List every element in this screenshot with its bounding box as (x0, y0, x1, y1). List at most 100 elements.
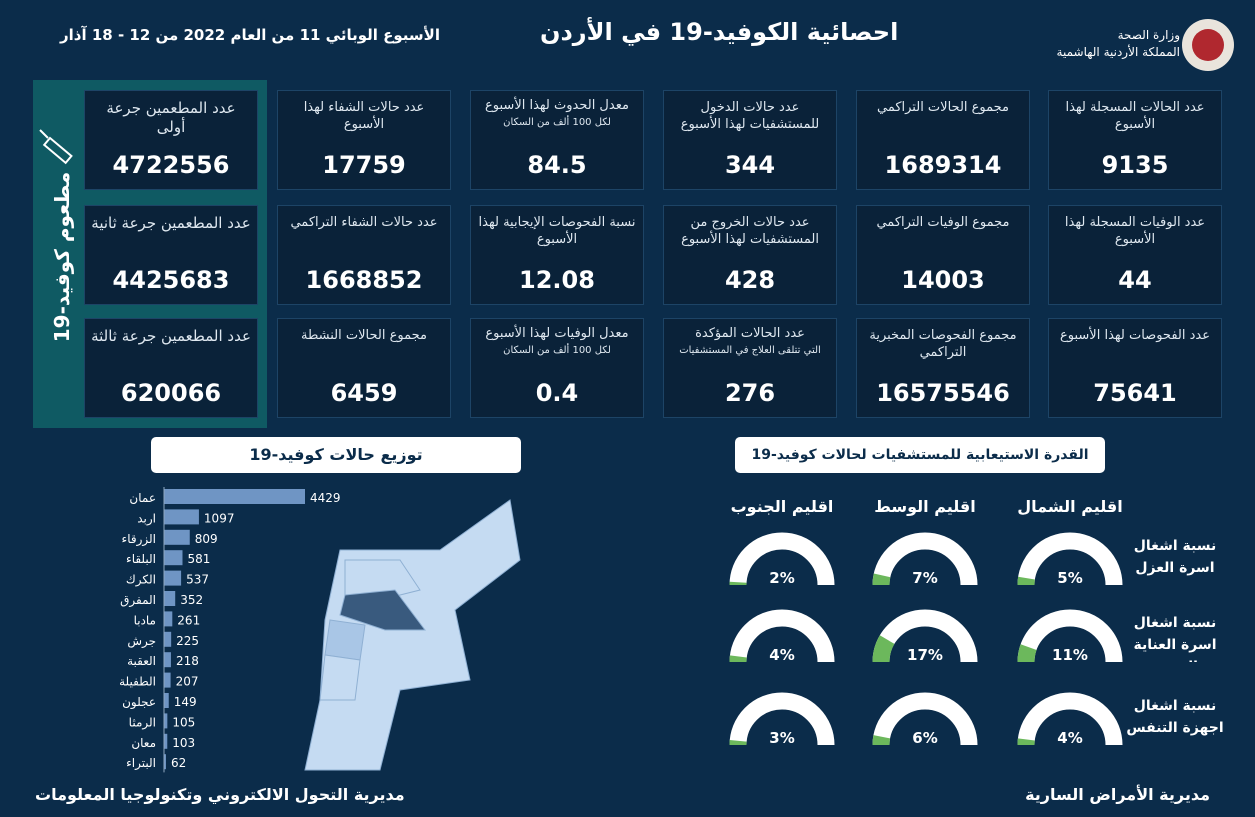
stat-value: 12.08 (519, 266, 595, 294)
map (304, 499, 521, 771)
stat-value: 1689314 (884, 151, 1002, 179)
category-label: البتراء (126, 756, 156, 771)
category-label: عجلون (122, 695, 156, 710)
stat-value: 9135 (1101, 151, 1169, 179)
gauge-fill (1017, 644, 1037, 663)
footer-left: مديرية التحول الالكتروني وتكنولوجيا المع… (35, 785, 405, 804)
bar (164, 489, 305, 504)
gauge-fill (872, 635, 895, 663)
gauge-track (1017, 692, 1123, 746)
value-label: 581 (187, 552, 210, 566)
category-label: الكرك (126, 573, 156, 588)
stat-value: 276 (724, 379, 776, 407)
stat-label: نسبة الفحوصات الإيجابية لهذا الأسبوع (478, 215, 636, 247)
gauge-fill (1017, 576, 1035, 586)
stat-card: عدد حالات الشفاء لهذا الأسبوع 17759 (277, 90, 451, 190)
gauge-track (729, 532, 835, 586)
stat-card: عدد الحالات المسجلة لهذا الأسبوع 9135 (1048, 90, 1222, 190)
stat-note: لكل 100 ألف من السكان (503, 345, 611, 356)
logo-center (1192, 29, 1224, 61)
category-label: عمان (129, 491, 156, 505)
stat-value: 4722556 (112, 151, 230, 179)
stat-value: 17759 (322, 151, 406, 179)
gauge-track (1017, 532, 1123, 586)
row-label: نسبة اشغال اجهزة التنفس (1126, 698, 1224, 736)
ministry: وزارة الصحة (1117, 28, 1180, 42)
gauge-track (872, 692, 978, 746)
stat-value: 428 (724, 266, 776, 294)
stat-card: مجموع الفحوصات المخبرية التراكمي 16575546 (856, 318, 1030, 418)
stat-label: عدد الحالات المؤكدة (695, 326, 805, 341)
stat-card: عدد حالات الدخول للمستشفيات لهذا الأسبوع… (663, 90, 837, 190)
value-label: 103 (172, 736, 195, 750)
gauge-label: 6% (912, 729, 937, 747)
stat-note: التي تتلقى العلاج في المستشفيات (679, 345, 821, 356)
gauge-label: 4% (1057, 729, 1082, 747)
row-label: نسبة اشغال اسرة العناية الحثيثة (1133, 615, 1217, 662)
gauge-label: 5% (1057, 569, 1082, 587)
value-label: 225 (176, 634, 199, 648)
stat-label: معدل الوفيات لهذا الأسبوع (485, 326, 629, 341)
week: الأسبوع الوبائي 11 من العام 2022 من 12 -… (60, 26, 440, 44)
stat-value: 44 (1118, 266, 1152, 294)
chart-title: توزيع حالات كوفيد-19 (151, 437, 521, 473)
stat-card: عدد الفحوصات لهذا الأسبوع 75641 (1048, 318, 1222, 418)
stat-label: عدد حالات الشفاء التراكمي (290, 215, 438, 230)
stat-label: عدد حالات الدخول للمستشفيات لهذا الأسبوع (680, 100, 820, 132)
bar (164, 652, 171, 668)
stat-card: عدد الوفيات المسجلة لهذا الأسبوع 44 (1048, 205, 1222, 305)
gauge-fill (872, 573, 891, 586)
gauge-fill (872, 735, 891, 746)
region-label: اقليم الجنوب (731, 497, 834, 516)
gauge-label: 3% (769, 729, 794, 747)
bar (164, 754, 166, 770)
category-label: مادبا (134, 613, 156, 627)
stat-label: مجموع الحالات التراكمي (876, 100, 1009, 115)
value-label: 207 (176, 675, 199, 689)
stat-note: لكل 100 ألف من السكان (503, 117, 611, 128)
bar (164, 591, 176, 606)
row-label-box: نسبة اشغال اسرة العزل (1133, 538, 1217, 576)
region-label: اقليم الشمال (1017, 497, 1123, 516)
value-label: 537 (186, 573, 209, 587)
stat-value: 1668852 (305, 266, 423, 294)
category-label: الزرقاء (122, 532, 156, 547)
syringe (39, 129, 73, 165)
value-label: 218 (176, 654, 199, 668)
bar (164, 509, 199, 525)
stat-card: عدد المطعمين جرعة ثالثة 620066 (84, 318, 258, 418)
value-label: 809 (195, 532, 218, 546)
bar (164, 529, 190, 545)
bar (164, 631, 172, 647)
stat-value: 14003 (901, 266, 985, 294)
bar (164, 733, 168, 749)
stat-label: عدد الوفيات المسجلة لهذا الأسبوع (1064, 215, 1206, 247)
gauge-label: 7% (912, 569, 937, 587)
category-label: اربد (137, 511, 156, 526)
bar (164, 570, 182, 586)
bar (164, 672, 171, 688)
row-label: نسبة اشغال اسرة العزل (1133, 538, 1217, 576)
bar (164, 550, 183, 566)
region-label: اقليم الوسط (874, 497, 976, 516)
value-label: 105 (172, 715, 195, 729)
footer-right: مديرية الأمراض السارية (1025, 785, 1210, 804)
chart-title: القدرة الاستيعابية للمستشفيات لحالات كوف… (735, 437, 1105, 473)
value-label: 62 (171, 756, 186, 770)
vaccine-title: مطعوم كوفيد-19 (50, 171, 74, 343)
stat-value: 84.5 (527, 151, 587, 179)
stat-value: 75641 (1093, 379, 1177, 407)
stat-label: مجموع الفحوصات المخبرية التراكمي (869, 328, 1017, 360)
stat-value: 344 (724, 151, 776, 179)
kingdom: المملكة الأردنية الهاشمية (1056, 45, 1180, 59)
stat-label: مجموع الوفيات التراكمي (876, 215, 1010, 230)
stat-label: عدد المطعمين جرعة ثانية (91, 214, 251, 232)
stat-value: 0.4 (535, 379, 579, 407)
stat-card: معدل الوفيات لهذا الأسبوع لكل 100 ألف من … (470, 318, 644, 418)
stat-value: 16575546 (876, 379, 1010, 407)
gauge-track (1017, 609, 1123, 663)
gauge-track (872, 532, 978, 586)
stat-value: 6459 (330, 379, 398, 407)
title: احصائية الكوفيد-19 في الأردن (540, 18, 899, 46)
